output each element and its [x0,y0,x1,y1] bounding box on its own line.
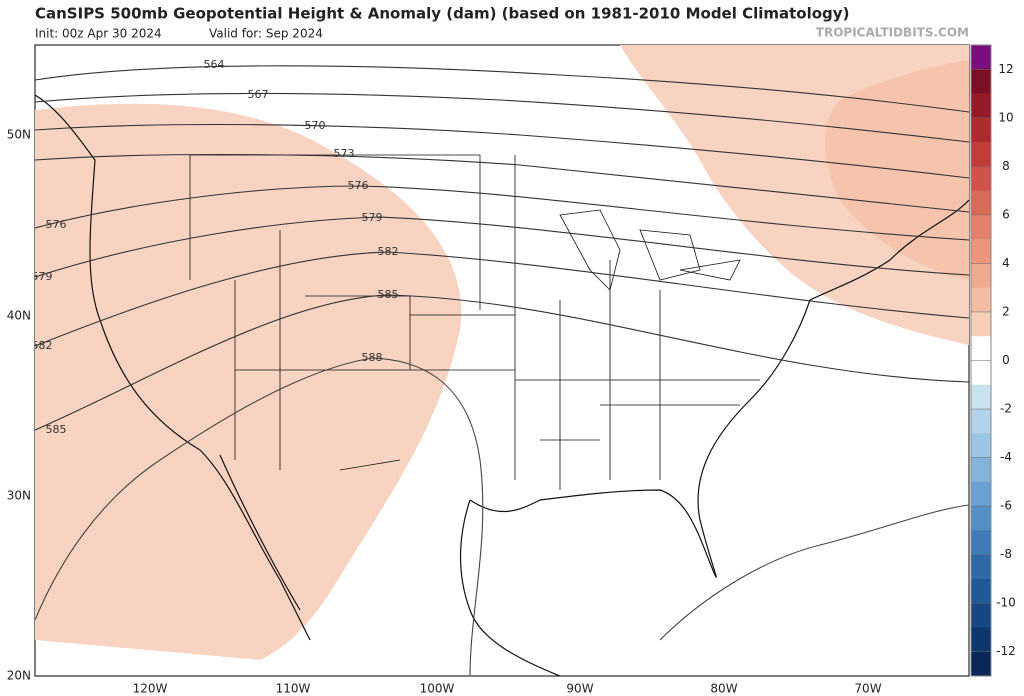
colorbar-segment [971,627,991,653]
latitude-label: 40N [7,309,31,323]
great-lakes [559,209,741,291]
contour-label: 579 [362,211,383,224]
map: 564567570573576576579579582582585585588 … [7,44,970,696]
colorbar-label: -6 [1000,499,1012,513]
longitude-label: 120W [133,682,168,696]
colorbar-segment [971,506,991,531]
colorbar-label: 2 [1002,304,1010,318]
colorbar-label: 6 [1002,207,1010,221]
contour-label: 579 [32,270,53,283]
contour [35,123,969,179]
contour [35,92,969,143]
contour-label: 585 [378,288,399,301]
contour-label: 585 [46,423,67,436]
longitude-label: 90W [566,682,593,696]
contour-label: 576 [348,179,369,192]
colorbar-segment [971,263,991,288]
colorbar-label: -12 [996,644,1016,658]
contour [35,251,969,347]
colorbar-segment [971,336,991,361]
contour [35,216,969,278]
colorbar-label: -8 [1000,547,1012,561]
colorbar-segment [971,311,991,337]
colorbar-label: -10 [996,596,1016,610]
colorbar-segment [971,93,991,119]
contour-label: 576 [46,218,67,231]
contour-label: 582 [378,245,399,258]
contour-label: 582 [32,339,53,352]
colorbar-segment [971,384,991,410]
colorbar-segment [971,214,991,240]
contour [35,185,969,241]
colorbar-segment [971,117,991,143]
title: CanSIPS 500mb Geopotential Height & Anom… [35,5,849,23]
colorbar: 12 10 8 6 4 2 0 -2 -4 -6 -8 -10 -12 [970,44,1016,677]
contour-label: 588 [362,351,383,364]
longitude-label: 70W [854,682,881,696]
colorbar-segment [971,457,991,483]
colorbar-segment [971,433,991,458]
colorbar-segment [971,554,991,580]
colorbar-segment [971,360,991,386]
colorbar-segment [971,166,991,191]
colorbar-label: 4 [1002,256,1010,270]
valid-time: Valid for: Sep 2024 [209,27,323,41]
colorbar-label: -2 [1000,402,1012,416]
coastline [35,94,969,676]
contour-label: 570 [305,119,326,132]
latitude-label: 20N [7,669,31,683]
longitude-label: 100W [420,682,455,696]
colorbar-label: -4 [1000,450,1012,464]
contour-label: 567 [248,88,269,101]
colorbar-segment [971,142,991,167]
colorbar-label: 10 [998,110,1013,124]
colorbar-segment [971,190,991,216]
colorbar-segment [971,530,991,555]
colorbar-segment [971,409,991,434]
anomaly-west [35,103,462,661]
colorbar-segment [971,578,991,604]
longitude-label: 110W [276,682,311,696]
colorbar-label: 8 [1002,159,1010,173]
contour [35,153,969,213]
colorbar-segment [971,287,991,313]
source: TROPICALTIDBITS.COM [816,26,969,40]
colorbar-segment [971,45,991,70]
latitude-label: 50N [7,128,31,142]
colorbar-segment [971,69,991,94]
longitude-label: 80W [710,682,737,696]
colorbar-label: 12 [998,62,1013,76]
contour-588 [35,357,969,676]
colorbar-label: 0 [1002,353,1010,367]
init-time: Init: 00z Apr 30 2024 [35,27,162,41]
contour [35,294,969,431]
latitude-label: 30N [7,489,31,503]
colorbar-segment [971,481,991,507]
colorbar-segment [971,651,991,677]
contour-label: 573 [334,147,355,160]
contour [35,65,969,113]
contour-label: 564 [204,58,225,71]
colorbar-segment [971,603,991,628]
colorbar-segment [971,239,991,264]
